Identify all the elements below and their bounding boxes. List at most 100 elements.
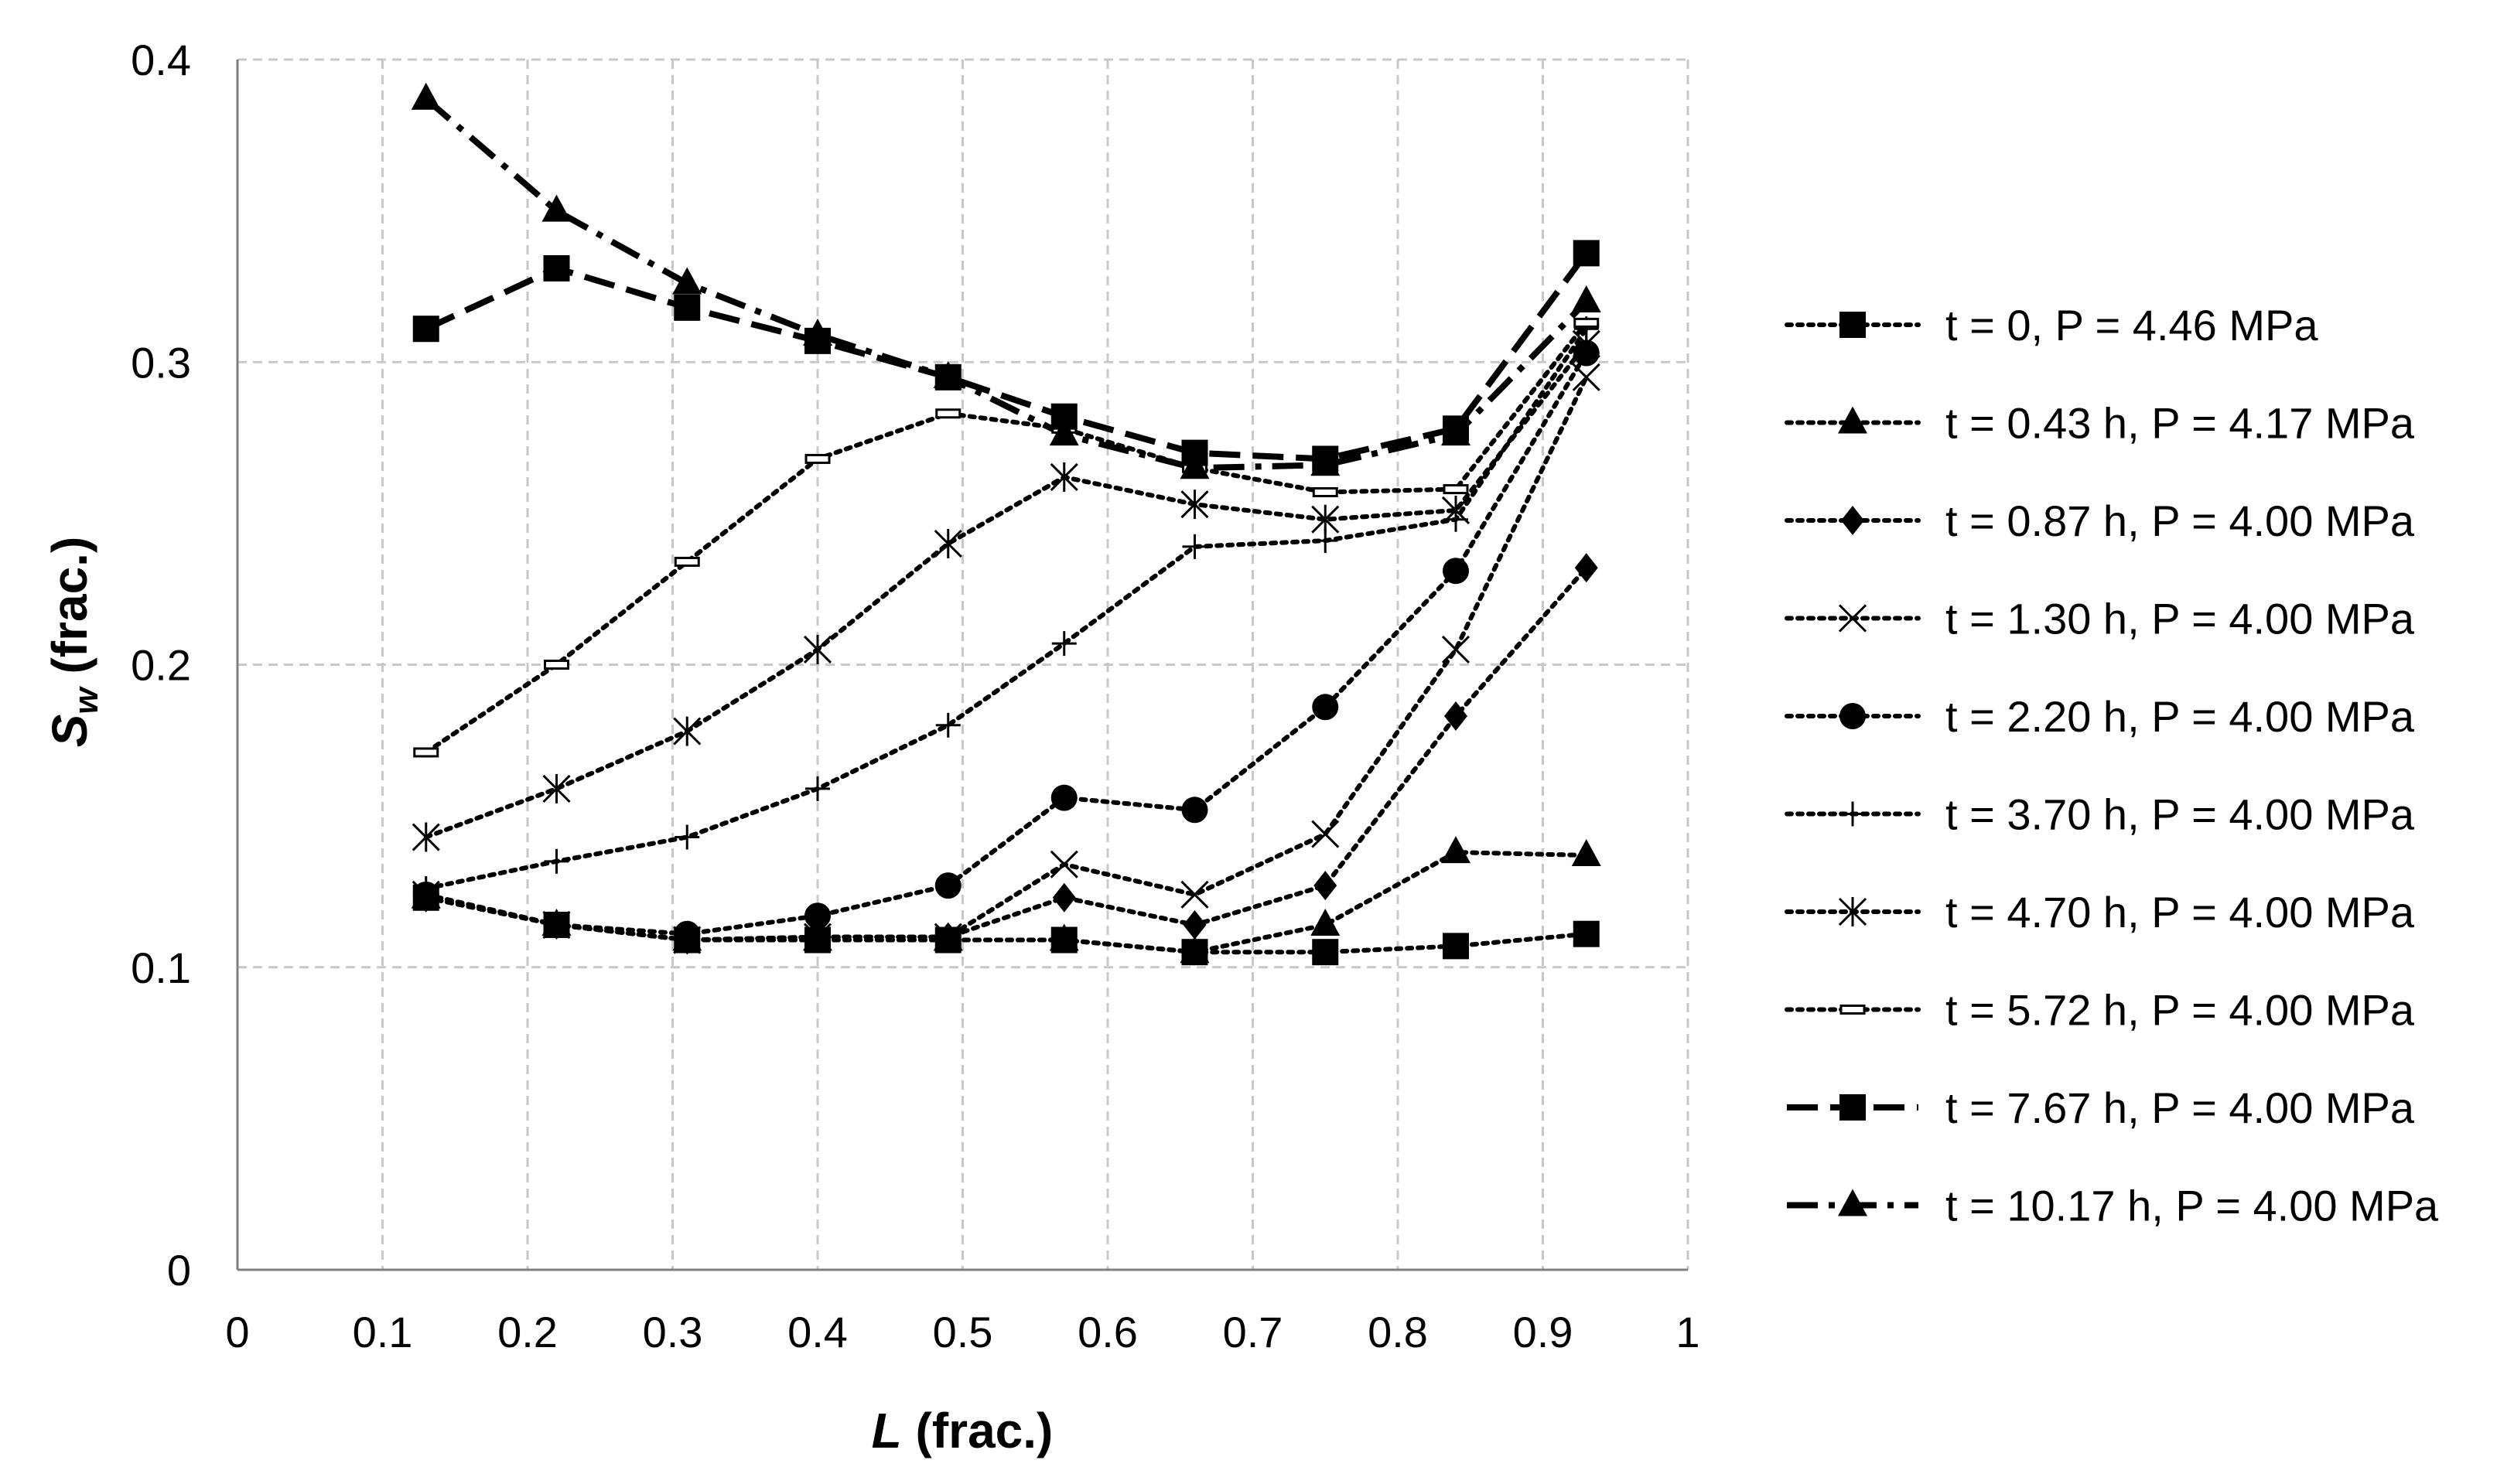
legend-label: t = 4.70 h, P = 4.00 MPa (1945, 888, 2415, 936)
data-point (673, 716, 702, 746)
marker-shape (1310, 449, 1341, 476)
marker-shape (1310, 908, 1341, 936)
marker-shape (1839, 703, 1866, 729)
data-point (1443, 933, 1469, 960)
legend-label: t = 0, P = 4.46 MPa (1945, 301, 2318, 350)
legend-marker (1840, 801, 1865, 827)
data-point (1573, 240, 1600, 267)
marker-shape (672, 267, 702, 295)
data-point (674, 920, 701, 947)
data-point (543, 911, 570, 938)
legend-item: t = 2.20 h, P = 4.00 MPa (1785, 692, 2415, 741)
x-tick-label: 0 (225, 1308, 249, 1356)
y-tick-label: 0.3 (131, 338, 191, 387)
legend-marker (1838, 1189, 1867, 1216)
data-point (674, 556, 700, 567)
data-point (1441, 418, 1470, 446)
marker-shape (933, 360, 963, 388)
x-tick-label: 0.5 (933, 1308, 993, 1356)
x-axis-title-unit: (frac.) (902, 1403, 1054, 1458)
marker-shape (543, 254, 570, 281)
data-point (804, 453, 831, 464)
data-point (1312, 694, 1339, 721)
marker-shape (1841, 506, 1864, 535)
marker-shape (1443, 558, 1469, 585)
data-point (1441, 635, 1470, 664)
legend-label: t = 2.20 h, P = 4.00 MPa (1945, 692, 2415, 741)
marker-shape (1838, 406, 1867, 434)
gridlines (237, 58, 1689, 1270)
data-point (934, 529, 962, 558)
data-point (1051, 631, 1077, 657)
series-line (423, 374, 1589, 943)
marker-shape (412, 316, 439, 343)
marker-shape (541, 194, 572, 222)
data-point (1310, 449, 1341, 476)
tick-labels: 0 0.1 0.2 0.3 0.4 0.5 0.6 0.7 0.8 0.9 1 0 0.1 0.2 0.3 0… (131, 36, 1699, 1356)
data-point (934, 872, 962, 899)
legend-marker (1839, 1005, 1866, 1015)
legend-marker (1838, 604, 1867, 633)
legend-item: t = 5.72 h, P = 4.00 MPa (1785, 986, 2415, 1035)
data-point (805, 776, 830, 801)
marker-shape (1052, 882, 1076, 913)
y-axis-title-subscript: w (67, 686, 105, 715)
data-point (413, 876, 439, 902)
y-tick-label: 0.2 (131, 641, 191, 690)
data-point (1049, 418, 1079, 446)
marker-shape (1180, 936, 1210, 964)
marker-shape (935, 408, 962, 419)
x-tick-label: 0.8 (1368, 1308, 1428, 1356)
y-axis-title-unit: (frac.) (42, 537, 97, 688)
data-point (1443, 558, 1469, 585)
marker-shape (804, 902, 831, 930)
data-point (1573, 317, 1600, 328)
data-point (675, 824, 700, 850)
marker-stroke (1311, 820, 1340, 848)
legend-label: t = 0.43 h, P = 4.17 MPa (1945, 399, 2415, 448)
data-point (1574, 553, 1598, 583)
x-tick-label: 0.6 (1078, 1308, 1138, 1356)
y-tick-label: 0.4 (131, 36, 191, 84)
legend-item: t = 4.70 h, P = 4.00 MPa (1785, 888, 2415, 936)
data-point (543, 254, 570, 281)
data-point (541, 194, 572, 222)
marker-shape (1443, 933, 1469, 960)
data-point (672, 267, 702, 295)
legend-label: t = 7.67 h, P = 4.00 MPa (1945, 1083, 2415, 1132)
data-point (1311, 504, 1340, 534)
data-point (1180, 880, 1209, 909)
data-point (1180, 936, 1210, 964)
data-point (1312, 939, 1339, 966)
marker-stroke (1838, 604, 1867, 633)
data-point (935, 712, 961, 738)
marker-shape (803, 319, 832, 346)
marker-shape (1183, 909, 1207, 940)
marker-shape (1443, 484, 1469, 495)
data-point (674, 294, 701, 321)
marker-shape (1312, 694, 1339, 721)
series-line (423, 320, 1589, 755)
axes (236, 60, 1688, 1271)
data-point (544, 660, 569, 670)
marker-shape (934, 872, 962, 899)
data-point (803, 923, 832, 951)
series-markers (411, 82, 1601, 966)
data-point (412, 822, 440, 852)
series-line (424, 96, 1589, 472)
data-point (803, 634, 832, 664)
legend-marker (1839, 1094, 1866, 1121)
marker-shape (804, 453, 831, 464)
marker-stroke (1572, 363, 1600, 391)
data-point (1441, 836, 1470, 864)
data-point (1571, 838, 1601, 866)
legend-item: t = 1.30 h, P = 4.00 MPa (1785, 595, 2415, 643)
data-point (1572, 363, 1600, 391)
marker-shape (1839, 312, 1866, 338)
data-point (1183, 909, 1207, 940)
marker-shape (1312, 939, 1339, 966)
y-tick-label: 0.1 (131, 943, 191, 992)
data-point (1312, 486, 1338, 497)
data-point (1181, 797, 1208, 824)
x-tick-label: 0.9 (1513, 1308, 1573, 1356)
